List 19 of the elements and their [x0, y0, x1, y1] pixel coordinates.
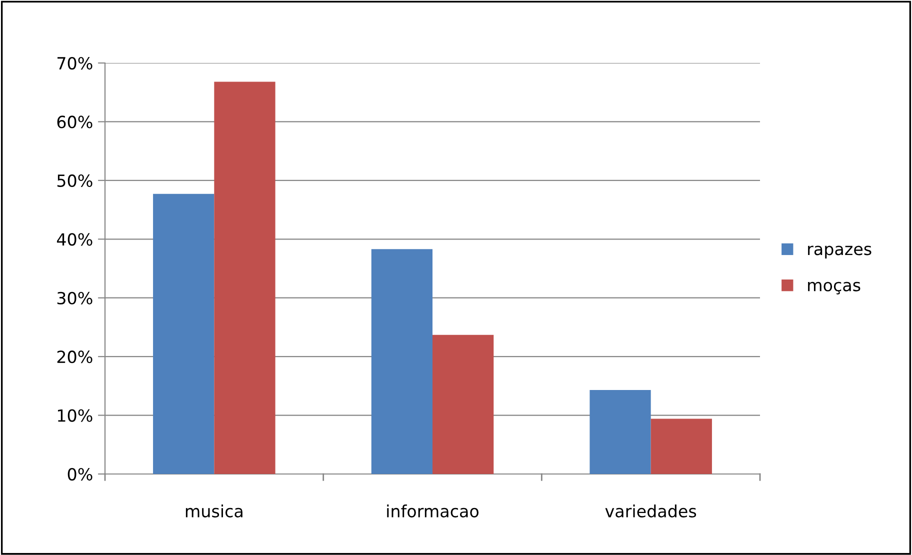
- y-tick-label: 0%: [68, 468, 92, 481]
- y-tick-label: 30%: [57, 292, 92, 304]
- x-tick-label: informacao: [387, 504, 479, 518]
- legend-label: rapazes: [808, 246, 872, 258]
- x-tick-label: variedades: [605, 504, 696, 518]
- bar: [650, 418, 712, 474]
- y-tick-label: 50%: [57, 174, 92, 187]
- y-tick-label: 70%: [58, 56, 92, 70]
- y-tick-label: 10%: [58, 409, 92, 422]
- bar: [432, 334, 494, 474]
- bar: [214, 82, 276, 474]
- bar: [153, 194, 214, 474]
- y-tick-label: 20%: [57, 350, 92, 364]
- y-tick-label: 60%: [57, 116, 92, 128]
- bar: [590, 390, 651, 474]
- legend-label: moças: [808, 282, 860, 294]
- y-tick-label: 40%: [56, 233, 92, 246]
- bar: [371, 249, 432, 474]
- x-tick-label: musica: [186, 504, 242, 518]
